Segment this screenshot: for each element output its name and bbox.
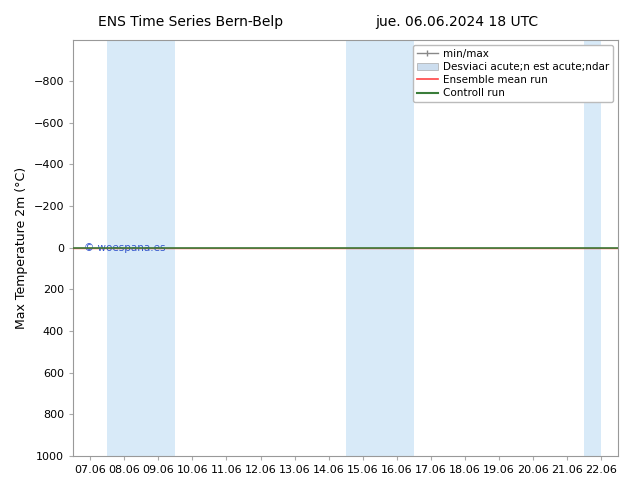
Text: jue. 06.06.2024 18 UTC: jue. 06.06.2024 18 UTC xyxy=(375,15,538,29)
Y-axis label: Max Temperature 2m (°C): Max Temperature 2m (°C) xyxy=(15,167,28,329)
Bar xyxy=(107,40,176,456)
Text: © woespana.es: © woespana.es xyxy=(84,243,165,253)
Bar xyxy=(585,40,602,456)
Legend: min/max, Desviaci acute;n est acute;ndar, Ensemble mean run, Controll run: min/max, Desviaci acute;n est acute;ndar… xyxy=(413,45,613,102)
Bar xyxy=(346,40,414,456)
Text: ENS Time Series Bern-Belp: ENS Time Series Bern-Belp xyxy=(98,15,283,29)
